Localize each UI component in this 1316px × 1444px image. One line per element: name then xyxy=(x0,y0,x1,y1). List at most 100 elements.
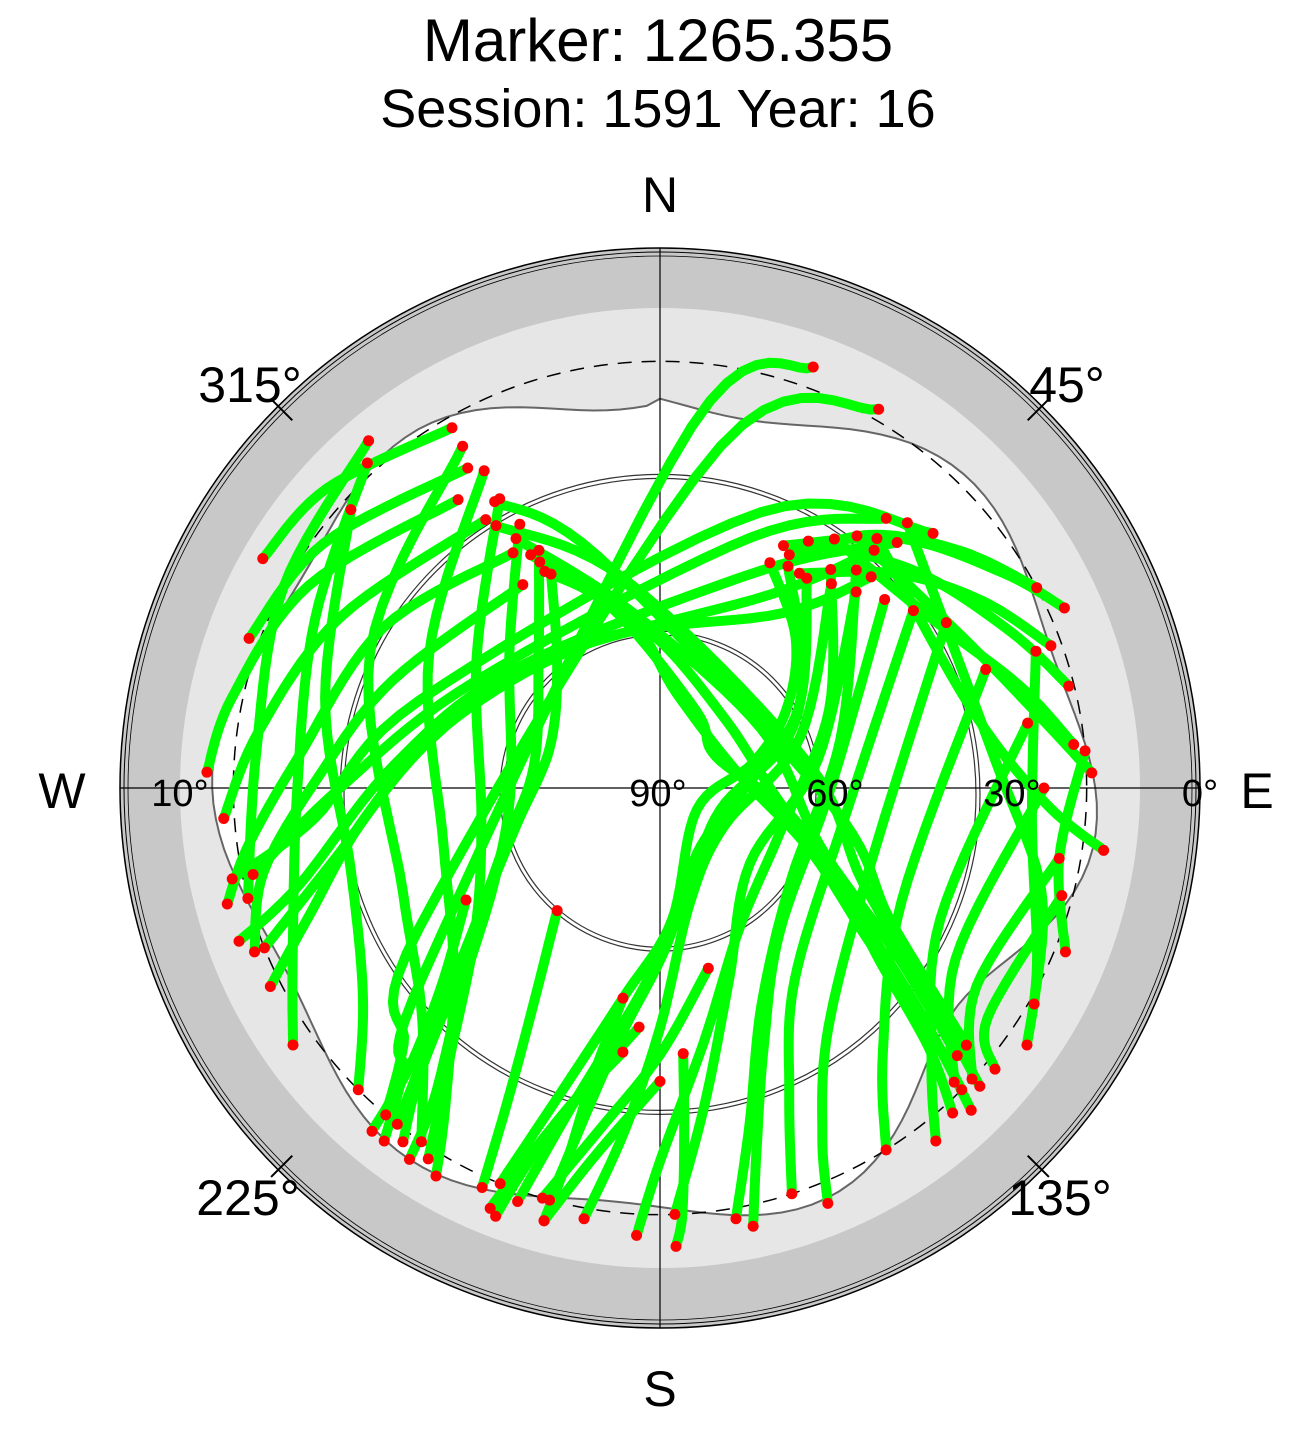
track-endpoint-36-end xyxy=(249,946,261,958)
chart-title: Marker: 1265.355 xyxy=(422,7,894,74)
track-endpoint-23-end xyxy=(989,1063,1001,1075)
track-endpoint-21-start xyxy=(1038,782,1050,794)
satellite-track-46 xyxy=(489,496,972,1051)
track-endpoint-52-start xyxy=(873,403,885,415)
track-endpoint-49-end xyxy=(233,935,245,947)
track-endpoint-13-start xyxy=(825,563,837,575)
satellite-track-12 xyxy=(579,578,837,1224)
satellite-track-16 xyxy=(748,594,890,1232)
track-endpoint-31-start xyxy=(457,440,469,452)
azimuth-tick-225 xyxy=(270,1154,294,1178)
satellite-track-39 xyxy=(244,463,473,644)
satellite-track-60 xyxy=(671,1048,690,1252)
track-endpoint-45-end xyxy=(974,1080,986,1092)
azimuth-label-135: 135° xyxy=(1008,1170,1111,1226)
track-endpoint-20-start xyxy=(1022,717,1034,729)
cardinal-label-north: N xyxy=(642,167,678,223)
track-endpoint-47-start xyxy=(865,571,877,583)
track-endpoint-27-start xyxy=(533,544,545,556)
track-endpoint-40-end xyxy=(257,553,269,565)
track-endpoint-5-start xyxy=(828,533,840,545)
elevation-label-60: 60° xyxy=(806,773,863,815)
azimuth-tick-135 xyxy=(1026,1154,1050,1178)
satellite-track-18 xyxy=(817,617,952,1209)
track-endpoint-1-start xyxy=(783,549,795,561)
track-endpoint-4-start xyxy=(802,535,814,547)
track-endpoint-53-end xyxy=(378,1135,390,1147)
track-endpoint-61-start xyxy=(617,992,629,1004)
track-endpoint-41-end xyxy=(947,1107,959,1119)
elevation-label-90: 90° xyxy=(629,773,686,815)
azimuth-tick-45 xyxy=(1026,398,1050,422)
satellite-track-56 xyxy=(539,1076,665,1226)
track-endpoint-33-start xyxy=(361,457,373,469)
track-endpoint-34-end xyxy=(242,892,254,904)
track-endpoint-3-end xyxy=(1045,640,1057,652)
track-endpoint-54-end xyxy=(484,1202,496,1214)
track-endpoint-57-start xyxy=(702,962,714,974)
cardinal-label-west: W xyxy=(38,763,86,819)
satellite-track-17 xyxy=(783,605,919,1199)
track-endpoint-17-start xyxy=(907,605,919,617)
track-endpoint-10-end xyxy=(512,1196,524,1208)
track-endpoint-43-end xyxy=(956,1084,968,1096)
azimuth-tick-315 xyxy=(270,398,294,422)
track-endpoint-51-start xyxy=(927,527,939,539)
track-endpoint-57-end xyxy=(536,1192,548,1204)
track-endpoint-13-end xyxy=(631,1229,643,1241)
satellite-track-51 xyxy=(227,498,938,884)
satellite-track-40 xyxy=(257,422,457,564)
track-endpoint-44-start xyxy=(510,533,522,545)
track-endpoint-42-start xyxy=(534,556,546,568)
satellite-track-37 xyxy=(218,514,491,824)
track-endpoint-42-end xyxy=(965,1104,977,1116)
axis-labels: N S W E 45° 135° 225° 315° 0° 30° 60° 90° 10° xyxy=(38,167,1273,1417)
track-endpoint-56-start xyxy=(654,1075,666,1087)
azimuth-label-45: 45° xyxy=(1029,357,1105,413)
track-endpoint-52-end xyxy=(380,1109,392,1121)
track-endpoint-48-end xyxy=(258,942,270,954)
chart-subtitle: Session: 1591 Year: 16 xyxy=(380,79,936,139)
track-endpoint-43-start xyxy=(525,549,537,561)
satellite-track-61 xyxy=(539,993,628,1226)
track-endpoint-15-end xyxy=(730,1213,742,1225)
satellite-track-14 xyxy=(669,586,862,1220)
track-endpoint-30-end xyxy=(430,1170,442,1182)
track-endpoint-49-start xyxy=(891,536,903,548)
azimuth-label-225: 225° xyxy=(196,1170,299,1226)
track-endpoints xyxy=(201,361,1110,1252)
track-endpoint-50-end xyxy=(247,868,259,880)
elevation-label-0: 0° xyxy=(1182,773,1218,815)
track-endpoint-38-start xyxy=(452,494,464,506)
track-endpoint-8-end xyxy=(1028,998,1040,1010)
track-endpoint-12-end xyxy=(578,1213,590,1225)
satellite-track-52 xyxy=(380,392,884,1120)
track-endpoint-40-start xyxy=(446,422,458,434)
track-endpoint-44-end xyxy=(951,1050,963,1062)
track-endpoint-14-end xyxy=(669,1208,681,1220)
track-endpoint-32-end xyxy=(352,1084,364,1096)
track-endpoint-48-start xyxy=(868,544,880,556)
satellite-track-49 xyxy=(234,537,903,947)
track-endpoint-46-end xyxy=(960,1039,972,1051)
track-endpoint-5-end xyxy=(1068,739,1080,751)
track-endpoint-58-start xyxy=(460,894,472,906)
track-endpoint-36-start xyxy=(517,579,529,591)
track-endpoint-18-start xyxy=(940,617,952,629)
track-endpoint-35-end xyxy=(221,898,233,910)
satellite-track-59 xyxy=(477,905,563,1193)
track-endpoint-11-start xyxy=(801,572,813,584)
track-endpoint-55-end xyxy=(490,1210,502,1222)
satellite-track-48 xyxy=(259,545,880,953)
track-endpoint-19-start xyxy=(980,663,992,675)
track-endpoint-15-start xyxy=(850,564,862,576)
track-endpoint-51-end xyxy=(226,873,238,885)
track-endpoint-33-end xyxy=(287,1039,299,1051)
track-endpoint-23-start xyxy=(1056,890,1068,902)
track-endpoint-20-end xyxy=(930,1135,942,1147)
track-endpoint-16-end xyxy=(747,1220,759,1232)
track-endpoint-17-end xyxy=(786,1188,798,1200)
track-endpoint-55-start xyxy=(617,1046,629,1058)
track-endpoint-24-start xyxy=(1030,645,1042,657)
satellite-track-58 xyxy=(367,895,471,1137)
